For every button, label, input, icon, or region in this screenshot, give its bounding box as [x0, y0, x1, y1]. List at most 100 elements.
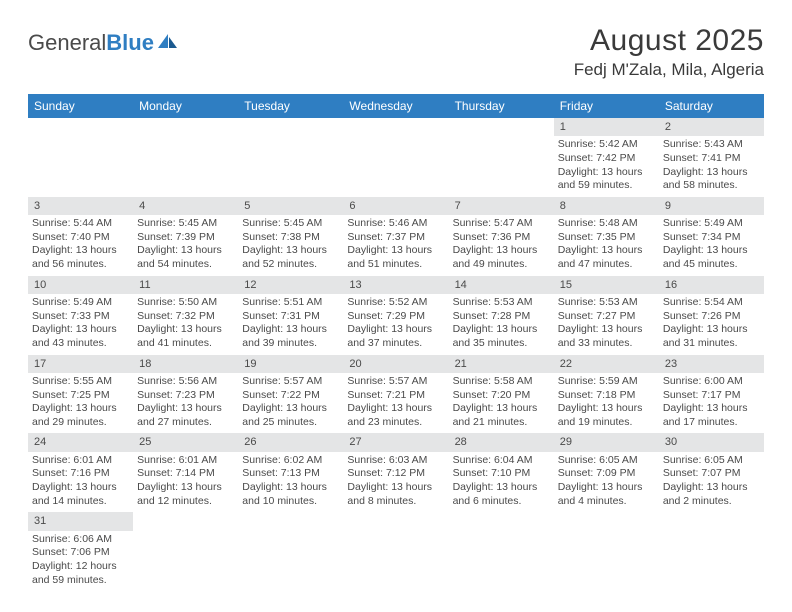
- sunrise-text: Sunrise: 5:47 AM: [453, 217, 550, 231]
- sunset-text: Sunset: 7:40 PM: [32, 231, 129, 245]
- calendar-week: 17 Sunrise: 5:55 AMSunset: 7:25 PM Dayligh…: [28, 355, 764, 434]
- daylight-text: and 4 minutes.: [558, 495, 655, 509]
- calendar-week: 3Sunrise: 5:44 AMSunset: 7:40 PMDaylight…: [28, 197, 764, 276]
- daylight-text: and 14 minutes.: [32, 495, 129, 509]
- daylight-text: and 56 minutes.: [32, 258, 129, 272]
- day-number: 31: [28, 512, 133, 530]
- calendar-day: 9Sunrise: 5:49 AMSunset: 7:34 PMDaylight…: [659, 197, 764, 276]
- calendar-day: 27Sunrise: 6:03 AMSunset: 7:12 PMDayligh…: [343, 433, 448, 512]
- daylight-text: Daylight: 13 hours: [663, 166, 760, 180]
- sunset-text: Sunset: 7:18 PM: [558, 389, 655, 403]
- weekday-header-row: SundayMondayTuesdayWednesdayThursdayFrid…: [28, 94, 764, 118]
- daylight-text: Daylight: 13 hours: [558, 166, 655, 180]
- daylight-text: Daylight: 12 hours: [32, 560, 129, 574]
- calendar-week: 10Sunrise: 5:49 AMSunset: 7:33 PMDayligh…: [28, 276, 764, 355]
- day-number: 18: [133, 355, 238, 373]
- daylight-text: Daylight: 13 hours: [663, 323, 760, 337]
- daylight-text: and 49 minutes.: [453, 258, 550, 272]
- sunrise-text: Sunrise: 5:58 AM: [453, 375, 550, 389]
- sunset-text: Sunset: 7:16 PM: [32, 467, 129, 481]
- calendar-day-empty: [449, 118, 554, 197]
- sunrise-text: Sunrise: 5:53 AM: [558, 296, 655, 310]
- day-number: 10: [28, 276, 133, 294]
- daylight-text: Daylight: 13 hours: [663, 481, 760, 495]
- daylight-text: Daylight: 13 hours: [242, 323, 339, 337]
- daylight-text: Daylight: 13 hours: [558, 244, 655, 258]
- daylight-text: Daylight: 13 hours: [453, 323, 550, 337]
- sunset-text: Sunset: 7:35 PM: [558, 231, 655, 245]
- weekday-header: Thursday: [449, 94, 554, 118]
- day-number: 5: [238, 197, 343, 215]
- day-number: 9: [659, 197, 764, 215]
- daylight-text: Daylight: 13 hours: [347, 481, 444, 495]
- calendar-day: 10Sunrise: 5:49 AMSunset: 7:33 PMDayligh…: [28, 276, 133, 355]
- calendar-day-empty: [554, 512, 659, 591]
- sunset-text: Sunset: 7:25 PM: [32, 389, 129, 403]
- calendar-day-empty: [343, 118, 448, 197]
- sunset-text: Sunset: 7:41 PM: [663, 152, 760, 166]
- daylight-text: and 23 minutes.: [347, 416, 444, 430]
- daylight-text: Daylight: 13 hours: [32, 323, 129, 337]
- day-number: 23: [659, 355, 764, 373]
- daylight-text: and 59 minutes.: [558, 179, 655, 193]
- day-number: 2: [659, 118, 764, 136]
- daylight-text: and 35 minutes.: [453, 337, 550, 351]
- sunrise-text: Sunrise: 5:43 AM: [663, 138, 760, 152]
- sunset-text: Sunset: 7:13 PM: [242, 467, 339, 481]
- daylight-text: Daylight: 13 hours: [137, 244, 234, 258]
- sunrise-text: Sunrise: 5:57 AM: [347, 375, 444, 389]
- weekday-header: Wednesday: [343, 94, 448, 118]
- sunset-text: Sunset: 7:12 PM: [347, 467, 444, 481]
- day-number: 7: [449, 197, 554, 215]
- day-number: 6: [343, 197, 448, 215]
- calendar-day: 3Sunrise: 5:44 AMSunset: 7:40 PMDaylight…: [28, 197, 133, 276]
- sunrise-text: Sunrise: 5:48 AM: [558, 217, 655, 231]
- calendar-body: 1Sunrise: 5:42 AMSunset: 7:42 PMDaylight…: [28, 118, 764, 591]
- daylight-text: Daylight: 13 hours: [663, 402, 760, 416]
- day-number: 24: [28, 433, 133, 451]
- daylight-text: and 51 minutes.: [347, 258, 444, 272]
- calendar-day: 1Sunrise: 5:42 AMSunset: 7:42 PMDaylight…: [554, 118, 659, 197]
- calendar-day: 4Sunrise: 5:45 AMSunset: 7:39 PMDaylight…: [133, 197, 238, 276]
- calendar-day: 23Sunrise: 6:00 AMSunset: 7:17 PMDayligh…: [659, 355, 764, 434]
- day-number: 28: [449, 433, 554, 451]
- calendar-day-empty: [238, 512, 343, 591]
- calendar-day: 20Sunrise: 5:57 AMSunset: 7:21 PMDayligh…: [343, 355, 448, 434]
- calendar-day: 30Sunrise: 6:05 AMSunset: 7:07 PMDayligh…: [659, 433, 764, 512]
- daylight-text: Daylight: 13 hours: [242, 481, 339, 495]
- day-number: 11: [133, 276, 238, 294]
- sunset-text: Sunset: 7:22 PM: [242, 389, 339, 403]
- sunset-text: Sunset: 7:37 PM: [347, 231, 444, 245]
- calendar-day: 16Sunrise: 5:54 AMSunset: 7:26 PMDayligh…: [659, 276, 764, 355]
- calendar-day: 2 Sunrise: 5:43 AMSunset: 7:41 PMDaylight…: [659, 118, 764, 197]
- daylight-text: and 39 minutes.: [242, 337, 339, 351]
- calendar-day-empty: [28, 118, 133, 197]
- sunrise-text: Sunrise: 6:04 AM: [453, 454, 550, 468]
- day-number: 17: [28, 355, 133, 373]
- day-number: 29: [554, 433, 659, 451]
- daylight-text: and 21 minutes.: [453, 416, 550, 430]
- calendar-day: 6Sunrise: 5:46 AMSunset: 7:37 PMDaylight…: [343, 197, 448, 276]
- day-number: 22: [554, 355, 659, 373]
- sunset-text: Sunset: 7:10 PM: [453, 467, 550, 481]
- daylight-text: and 10 minutes.: [242, 495, 339, 509]
- calendar-day: 24Sunrise: 6:01 AMSunset: 7:16 PMDayligh…: [28, 433, 133, 512]
- sunset-text: Sunset: 7:39 PM: [137, 231, 234, 245]
- sunrise-text: Sunrise: 5:46 AM: [347, 217, 444, 231]
- day-number: 1: [554, 118, 659, 136]
- day-number: 14: [449, 276, 554, 294]
- day-number: 4: [133, 197, 238, 215]
- daylight-text: Daylight: 13 hours: [558, 481, 655, 495]
- day-number: 25: [133, 433, 238, 451]
- day-number: 21: [449, 355, 554, 373]
- calendar-week: 1Sunrise: 5:42 AMSunset: 7:42 PMDaylight…: [28, 118, 764, 197]
- sunrise-text: Sunrise: 5:55 AM: [32, 375, 129, 389]
- daylight-text: Daylight: 13 hours: [242, 402, 339, 416]
- sunrise-text: Sunrise: 5:49 AM: [32, 296, 129, 310]
- daylight-text: Daylight: 13 hours: [137, 323, 234, 337]
- calendar-day: 17Sunrise: 5:55 AMSunset: 7:25 PMDayligh…: [28, 355, 133, 434]
- sunset-text: Sunset: 7:38 PM: [242, 231, 339, 245]
- logo: GeneralBlue: [28, 24, 180, 56]
- calendar-day: 7Sunrise: 5:47 AMSunset: 7:36 PMDaylight…: [449, 197, 554, 276]
- daylight-text: and 6 minutes.: [453, 495, 550, 509]
